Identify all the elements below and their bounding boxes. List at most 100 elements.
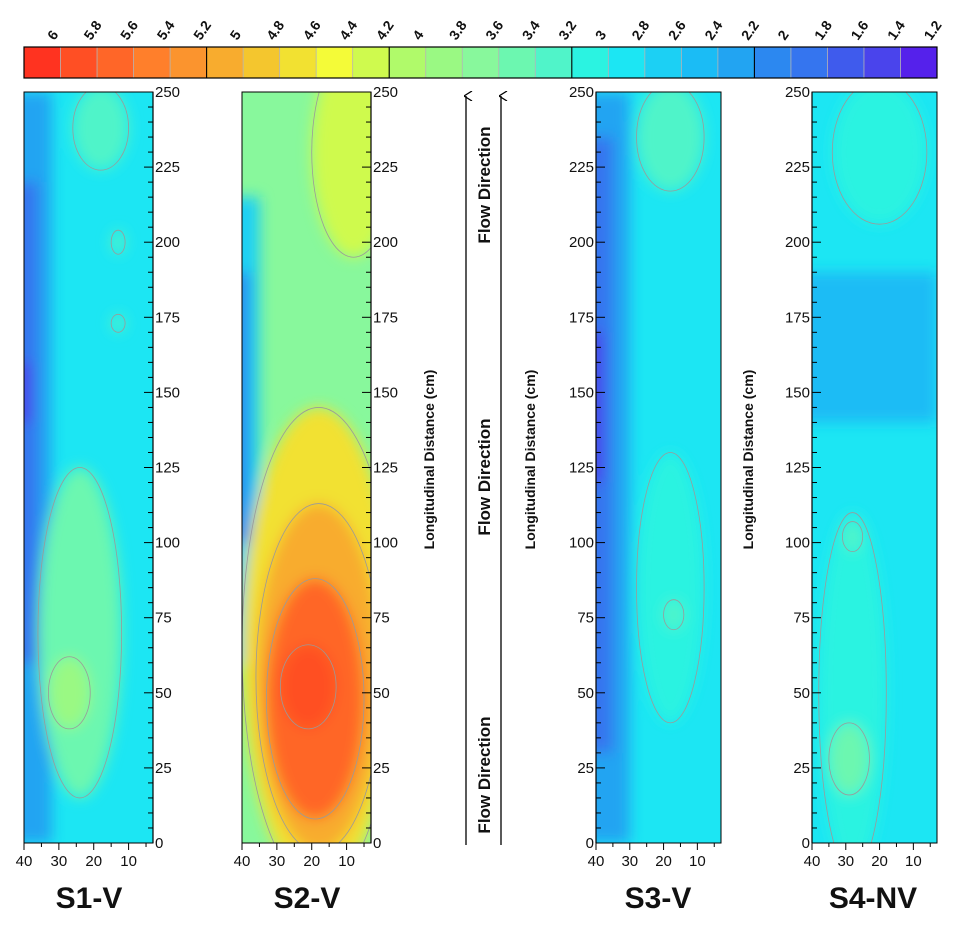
x-tick-label: 20 (303, 853, 320, 870)
contour-field (242, 92, 371, 843)
panel-title: S3-V (625, 882, 692, 915)
y-tick-label: 100 (155, 535, 180, 552)
colorbar-cell (681, 47, 719, 78)
contour-line (48, 656, 91, 730)
y-tick-label: 125 (569, 460, 594, 477)
contour-region (842, 521, 863, 552)
panel-title: S4-NV (829, 882, 917, 915)
y-axis-title: Longitudinal Distance (cm) (421, 370, 437, 550)
y-axis-title: Longitudinal Distance (cm) (740, 370, 756, 550)
y-tick-label: 225 (569, 159, 594, 176)
colorbar-cell (644, 47, 682, 78)
contour-region (72, 92, 129, 171)
colorbar-level-label: 2.4 (701, 17, 725, 42)
colorbar-level-label: 4.4 (336, 17, 360, 42)
y-tick-label: 250 (155, 84, 180, 101)
x-tick-label: 40 (234, 853, 251, 870)
contour-line (636, 92, 705, 192)
colorbar-level-label: 6 (44, 27, 62, 43)
colorbar-cell (279, 47, 317, 78)
colorbar-level-label: 2.6 (665, 17, 689, 42)
y-tick-label: 50 (793, 685, 810, 702)
colorbar-level-label: 5.8 (80, 17, 104, 42)
colorbar-cell (498, 47, 536, 78)
y-tick-label: 75 (373, 610, 390, 627)
y-tick-label: 0 (586, 835, 594, 852)
colorbar-level-label: 2 (774, 27, 792, 43)
y-tick-label: 150 (569, 384, 594, 401)
y-tick-label: 0 (155, 835, 163, 852)
y-tick-label: 200 (373, 234, 398, 251)
contour-line (279, 644, 337, 730)
contour-region (37, 467, 122, 798)
y-tick-label: 175 (569, 309, 594, 326)
y-tick-label: 250 (569, 84, 594, 101)
x-tick-label: 10 (905, 853, 922, 870)
colorbar-level-label: 1.4 (884, 17, 908, 42)
y-tick-label: 150 (155, 384, 180, 401)
colorbar-cell (571, 47, 609, 78)
flow-label-top: Flow Direction (475, 126, 494, 243)
contour-region (48, 656, 91, 729)
contour-region (280, 644, 337, 729)
colorbar: 6 5.8 5.6 5.4 5.2 5 4.8 4.6 4.4 4.2 4 3.8 3.6 3.4 3.2 3… (23, 17, 945, 79)
colorbar-cell (316, 47, 354, 78)
flow-label-middle: Flow Direction (475, 418, 494, 535)
y-tick-label: 150 (373, 384, 398, 401)
colorbar-cell (133, 47, 171, 78)
contour-line (110, 229, 126, 255)
contour-region (636, 452, 705, 723)
colorbar-cell (24, 47, 62, 78)
y-tick-label: 200 (155, 234, 180, 251)
y-tick-label: 75 (155, 610, 172, 627)
contour-line (110, 313, 126, 333)
y-tick-label: 50 (373, 685, 390, 702)
colorbar-level-label: 2.8 (628, 17, 652, 42)
flow-direction-indicator: Flow Direction Flow Direction Flow Direc… (466, 96, 501, 845)
contour-region (111, 230, 126, 255)
y-tick-label: 50 (577, 685, 594, 702)
colorbar-cell (754, 47, 792, 78)
contour-line (311, 92, 371, 258)
colorbar-cell (243, 47, 281, 78)
y-tick-label: 25 (577, 760, 594, 777)
colorbar-level-label: 3.8 (446, 17, 470, 42)
y-tick-label: 150 (785, 384, 810, 401)
colorbar-level-label: 1.6 (847, 17, 871, 42)
colorbar-cell (608, 47, 646, 78)
colorbar-level-label: 1.8 (811, 17, 835, 42)
y-tick-label: 25 (155, 760, 172, 777)
contour-line (255, 503, 371, 843)
x-tick-label: 30 (837, 853, 854, 870)
colorbar-cell (790, 47, 828, 78)
y-axis-title: Longitudinal Distance (cm) (522, 370, 538, 550)
colorbar-level-label: 3.2 (555, 17, 579, 42)
flow-label-bottom: Flow Direction (475, 716, 494, 833)
x-tick-label: 40 (588, 853, 605, 870)
contour-region (812, 272, 937, 423)
y-tick-label: 100 (373, 535, 398, 552)
y-tick-label: 250 (785, 84, 810, 101)
colorbar-frame (23, 46, 938, 79)
y-tick-label: 25 (793, 760, 810, 777)
contour-line (663, 599, 685, 631)
colorbar-level-label: 3 (592, 27, 610, 43)
y-tick-label: 225 (785, 159, 810, 176)
colorbar-cell (863, 47, 901, 78)
contour-region (111, 314, 126, 333)
colorbar-level-label: 3.4 (519, 17, 543, 42)
y-tick-label: 100 (569, 535, 594, 552)
x-tick-label: 10 (689, 853, 706, 870)
colorbar-cell (206, 47, 244, 78)
x-tick-label: 30 (621, 853, 638, 870)
contour-line (266, 578, 365, 820)
colorbar-cell (97, 47, 135, 78)
colorbar-cell (535, 47, 573, 78)
y-tick-label: 25 (373, 760, 390, 777)
y-tick-label: 225 (373, 159, 398, 176)
colorbar-cell (389, 47, 427, 78)
colorbar-level-label: 5 (226, 27, 244, 43)
colorbar-labels: 6 5.8 5.6 5.4 5.2 5 4.8 4.6 4.4 4.2 4 3.8 3.6 3.4 3.2 3… (44, 17, 945, 42)
